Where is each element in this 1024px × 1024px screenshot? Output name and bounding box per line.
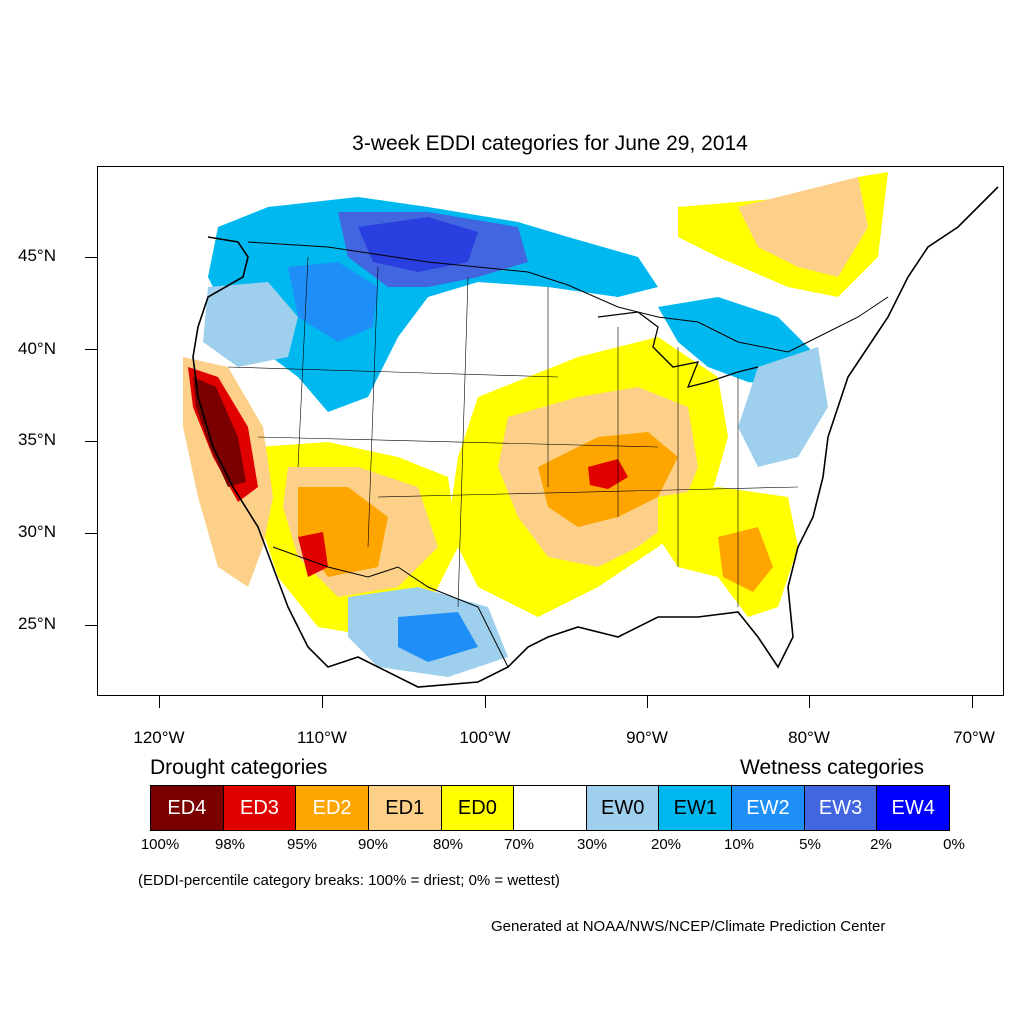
wet-montana-ew4 (358, 217, 478, 272)
drought-heading: Drought categories (150, 756, 328, 779)
lat-label-30: 30°N (18, 522, 56, 541)
lon-tick-100 (485, 696, 486, 708)
chart-title: 3-week EDDI categories for June 29, 2014 (352, 132, 748, 155)
lat-tick-30 (85, 533, 97, 534)
pct-break: 30% (576, 836, 608, 853)
pct-break: 95% (286, 836, 318, 853)
legend-cell-normal (514, 786, 587, 830)
legend-cell-ew4: EW4 (877, 786, 950, 830)
lon-tick-90 (647, 696, 648, 708)
category-note: (EDDI-percentile category breaks: 100% =… (138, 872, 560, 889)
pct-break: 2% (870, 836, 892, 853)
canada-border (247, 241, 889, 353)
lat-tick-35 (85, 441, 97, 442)
dry-southwest-ed3 (298, 532, 328, 577)
us-map-svg (183, 172, 999, 688)
pct-break: 90% (357, 836, 389, 853)
legend-cell-ed0: ED0 (441, 786, 515, 830)
state-borders (227, 256, 799, 608)
lon-tick-110 (322, 696, 323, 708)
lon-tick-120 (159, 696, 160, 708)
legend-cell-ed3: ED3 (223, 786, 297, 830)
wet-idaho-ew2 (288, 262, 378, 342)
legend-cell-ed4: ED4 (151, 786, 224, 830)
lon-label-90: 90°W (626, 728, 668, 747)
mexico-border (272, 546, 509, 668)
legend-cell-ew1: EW1 (659, 786, 733, 830)
wetness-heading: Wetness categories (740, 756, 925, 779)
credit-line: Generated at NOAA/NWS/NCEP/Climate Predi… (491, 918, 886, 935)
lon-label-100: 100°W (459, 728, 511, 747)
legend-cell-ew3: EW3 (804, 786, 878, 830)
lon-tick-80 (809, 696, 810, 708)
lat-label-45: 45°N (18, 246, 56, 265)
lat-label-25: 25°N (18, 614, 56, 633)
eddi-map (97, 166, 1004, 696)
lat-tick-40 (85, 349, 97, 350)
lat-label-35: 35°N (18, 430, 56, 449)
us-outline (192, 186, 999, 688)
pct-break: 20% (650, 836, 682, 853)
legend-colorbar: ED4 ED3 ED2 ED1 ED0 EW0 EW1 EW2 EW3 EW4 (150, 785, 950, 831)
wet-east-ew0 (738, 347, 828, 467)
lon-label-110: 110°W (297, 728, 347, 747)
great-lakes-outline (597, 311, 759, 388)
pct-break: 10% (723, 836, 755, 853)
legend-cell-ed2: ED2 (296, 786, 369, 830)
lon-tick-70 (972, 696, 973, 708)
pct-break: 98% (214, 836, 246, 853)
dry-southeast-ed2 (718, 527, 773, 592)
legend-cell-ew2: EW2 (732, 786, 805, 830)
dry-quebec-ed1 (738, 177, 868, 277)
pct-break: 70% (503, 836, 535, 853)
wet-texas-ew2 (398, 612, 478, 662)
lat-tick-45 (85, 257, 97, 258)
dry-california-ed4 (193, 377, 246, 487)
wet-pnw-ew0 (203, 282, 298, 367)
legend-cell-ew0: EW0 (586, 786, 660, 830)
pct-break: 100% (140, 836, 180, 853)
lat-tick-25 (85, 625, 97, 626)
lon-label-80: 80°W (788, 728, 830, 747)
lon-label-120: 120°W (133, 728, 185, 747)
pct-break: 5% (799, 836, 821, 853)
pct-break: 80% (432, 836, 464, 853)
lon-label-70: 70°W (953, 728, 995, 747)
lat-label-40: 40°N (18, 339, 56, 358)
legend-cell-ed1: ED1 (368, 786, 442, 830)
wet-northwest-ew1 (208, 197, 658, 412)
pct-break: 0% (943, 836, 965, 853)
